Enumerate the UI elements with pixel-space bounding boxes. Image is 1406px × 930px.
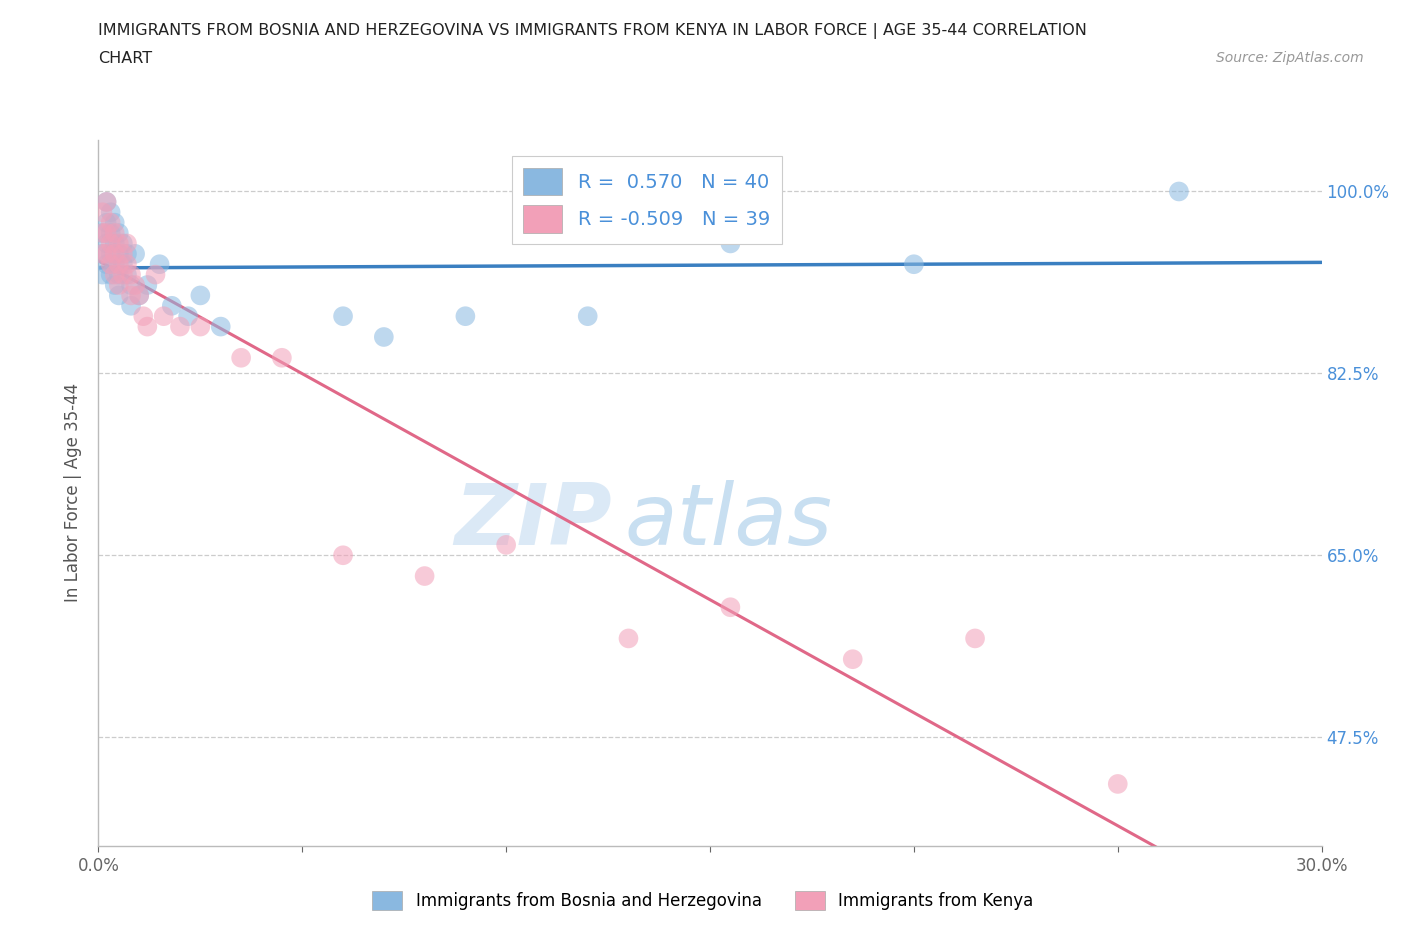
Text: atlas: atlas [624,480,832,563]
Point [108,257,131,272]
Point [91,226,114,241]
Point [231,351,253,365]
Point [120,288,142,303]
Point [188,319,212,334]
Point [145,267,167,282]
Point [104,277,127,292]
Point [108,288,131,303]
Point [120,267,142,282]
Point [136,319,159,334]
Point [617,631,640,645]
Point [124,277,146,292]
Point [100,215,122,230]
Legend: Immigrants from Bosnia and Herzegovina, Immigrants from Kenya: Immigrants from Bosnia and Herzegovina, … [366,884,1040,917]
Point [413,568,436,583]
Point [576,309,599,324]
Point [96,194,118,209]
Point [91,267,114,282]
Point [111,257,134,272]
Point [128,288,150,303]
Point [111,236,134,251]
Point [96,194,118,209]
Point [104,246,127,261]
Point [128,288,150,303]
Point [96,246,118,261]
Point [373,329,395,344]
Point [720,600,742,615]
Point [120,299,142,313]
Point [96,257,118,272]
Point [841,652,863,667]
Point [495,538,517,552]
Point [100,205,122,219]
Point [91,246,114,261]
Point [104,215,127,230]
Point [111,267,134,282]
Point [91,226,114,241]
Point [270,351,294,365]
Point [104,226,127,241]
Y-axis label: In Labor Force | Age 35-44: In Labor Force | Age 35-44 [65,383,83,603]
Point [1107,777,1129,791]
Point [136,277,159,292]
Point [149,257,172,272]
Point [96,215,118,230]
Point [108,226,131,241]
Point [124,246,146,261]
Point [115,257,138,272]
Point [115,267,138,282]
Point [903,257,925,272]
Point [100,226,122,241]
Point [108,277,131,292]
Point [132,309,155,324]
Text: Source: ZipAtlas.com: Source: ZipAtlas.com [1216,51,1364,65]
Point [720,236,742,251]
Text: IMMIGRANTS FROM BOSNIA AND HERZEGOVINA VS IMMIGRANTS FROM KENYA IN LABOR FORCE |: IMMIGRANTS FROM BOSNIA AND HERZEGOVINA V… [98,23,1087,39]
Point [332,309,354,324]
Point [104,236,127,251]
Point [152,309,174,324]
Point [188,288,212,303]
Point [108,267,131,282]
Point [96,226,118,241]
Point [104,257,127,272]
Point [100,236,122,251]
Point [115,236,138,251]
Point [108,236,131,251]
Point [209,319,232,334]
Point [177,309,200,324]
Point [96,236,118,251]
Point [108,246,131,261]
Point [965,631,987,645]
Point [100,246,122,261]
Text: ZIP: ZIP [454,480,612,563]
Legend: R =  0.570   N = 40, R = -0.509   N = 39: R = 0.570 N = 40, R = -0.509 N = 39 [512,156,782,245]
Point [169,319,191,334]
Text: CHART: CHART [98,51,152,66]
Point [100,257,122,272]
Point [100,267,122,282]
Point [120,277,142,292]
Point [91,246,114,261]
Point [1167,184,1189,199]
Point [115,246,138,261]
Point [454,309,477,324]
Point [111,246,134,261]
Point [160,299,183,313]
Point [104,267,127,282]
Point [332,548,354,563]
Point [91,205,114,219]
